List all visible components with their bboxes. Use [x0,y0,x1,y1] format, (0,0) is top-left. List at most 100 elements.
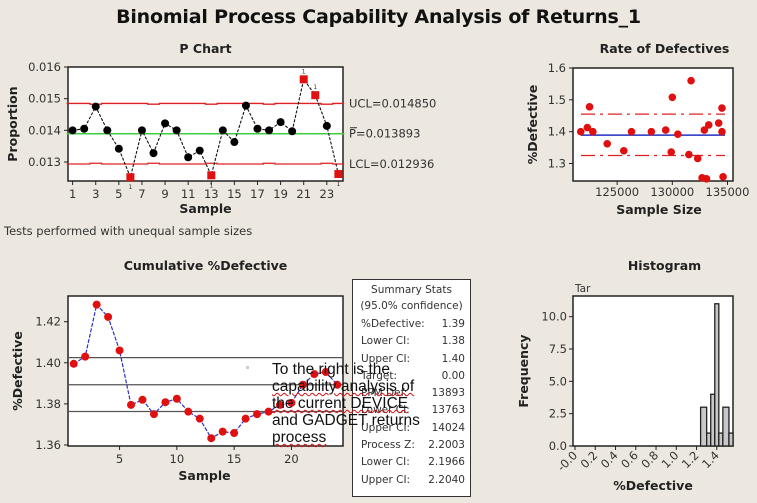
summary-stat-value: 1.38 [441,335,465,348]
data-point [647,127,656,136]
y-tick-label: 1.38 [35,397,61,411]
data-point [321,368,330,377]
summary-stat-label: Upper CI: [361,473,411,486]
data-point [333,380,342,389]
summary-stat-label: Upper CI: [361,352,411,365]
summary-stat-label: Upper CI: [361,421,411,434]
data-point [68,126,77,135]
summary-stat-row: PPM Def: 13893 [353,385,470,402]
data-point [714,119,723,127]
x-tick-label: 3 [92,187,99,201]
data-point [149,149,158,158]
x-tick-label: 15 [227,452,242,466]
x-tick-label: 0.8 [638,448,661,471]
data-point [104,312,113,321]
data-point [81,352,90,361]
summary-stat-label: Lower CI: [361,335,410,348]
summary-stat-row: Upper CI: 2.2040 [353,472,470,489]
data-point [275,400,284,409]
y-axis-label: Frequency [516,334,531,407]
x-tick-label: 10 [170,452,185,466]
overlay-line-4: and GADGET returns [272,412,420,429]
overlay-line: To the right is the [272,361,487,378]
y-axis-label: %Defective [525,85,540,165]
y-tick-label: 1.40 [35,356,61,370]
y-tick-label: 1.4 [548,125,566,139]
y-tick-label: 1.5 [548,93,566,107]
data-point [700,126,709,134]
data-point [80,124,89,133]
data-point [667,148,676,156]
data-point [161,119,170,128]
data-point [603,139,612,148]
x-tick-label: 1.2 [679,448,702,471]
y-tick-label: 1.42 [35,315,61,329]
data-point [241,101,250,110]
overlay-line: capability analysis of [272,378,487,395]
y-tick-label: 0.0 [549,439,567,453]
out-of-control-point [126,173,135,182]
y-tick-label: 0.014 [28,123,61,137]
summary-stat-value: 2.2003 [428,439,465,452]
data-point [704,121,713,129]
data-point [265,126,274,135]
summary-stats-subtitle: (95.0% confidence) [360,300,463,312]
histogram-title: Histogram [627,258,702,273]
data-point [693,154,702,163]
x-tick-label: 23 [320,187,335,201]
overlay-text-box[interactable]: To the right is the capability analysis … [272,361,487,446]
summary-stat-label: PPM Def: [361,387,408,400]
data-point [718,104,726,112]
y-tick-label: 1.3 [548,156,566,170]
y-tick-label: 1.6 [548,61,566,75]
data-point [288,127,297,136]
overlay-line-2: capability analysis of [272,378,415,395]
data-point [127,400,136,409]
data-point [207,434,216,443]
cumulative-defective-title: Cumulative %Defective [123,258,288,273]
data-point [627,127,636,136]
target-label: Tar [574,283,591,295]
summary-stat-value: 13893 [431,387,465,400]
x-tick-label: 135000 [706,185,750,199]
test-failure-label: 1 [209,182,213,189]
data-point [184,407,193,416]
data-point [161,398,170,407]
data-point [91,102,100,111]
data-point [585,103,594,111]
overlay-line-5: process [272,429,327,446]
data-point [702,174,711,183]
unequal-sample-note: Tests performed with unequal sample size… [4,224,253,238]
summary-stat-label: Process Z: [361,439,415,452]
x-tick-label: 5 [115,187,122,201]
p-chart-title: P Chart [179,41,232,56]
x-tick-label: 13 [204,187,219,201]
data-point [589,127,597,136]
data-point [172,394,181,403]
y-tick-label: 10.0 [541,310,567,324]
x-tick-label: 20 [284,452,299,466]
plot-area [67,295,344,447]
overlay-line-1: To the right is the [272,361,391,378]
data-point [92,300,101,309]
summary-stat-label: Lower CI: [361,404,410,417]
x-tick-label: 1.4 [699,448,722,471]
data-point [668,93,677,102]
data-point [137,126,146,135]
data-point [184,153,193,162]
data-point [576,127,585,136]
x-tick-label: 11 [181,187,196,201]
x-axis-label: Sample [179,201,231,216]
data-point [276,118,285,127]
summary-stat-label: %Defective: [361,318,425,330]
page-title: Binomial Process Capability Analysis of … [116,6,641,28]
summary-stat-label: Lower CI: [361,456,410,469]
data-point [230,138,239,147]
y-tick-label: 0.015 [28,92,61,106]
x-tick-label: 21 [296,187,311,201]
data-point [172,126,181,135]
x-tick-label: 0.6 [618,448,641,471]
data-point [149,410,158,419]
data-point [195,146,204,155]
